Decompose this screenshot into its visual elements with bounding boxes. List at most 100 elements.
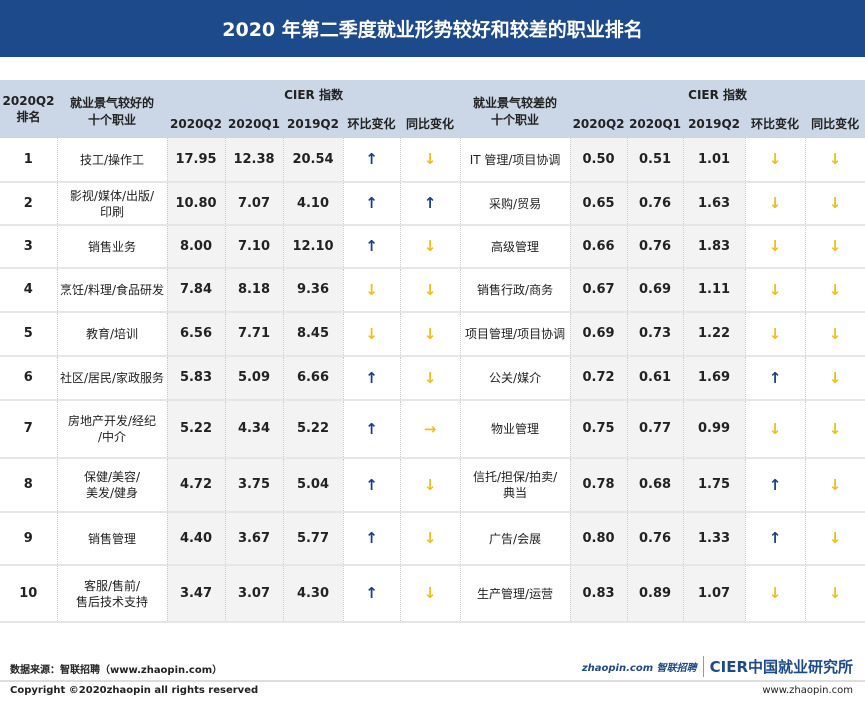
bad-jobs-header: 就业景气较差的 十个职业 xyxy=(460,80,571,138)
data-source: 数据来源：智联招聘（www.zhaopin.com） xyxy=(10,665,223,676)
arrow-up-icon: ↑ xyxy=(768,529,782,547)
bad-qoq: ↓ xyxy=(745,182,806,226)
good-qoq: ↑ xyxy=(343,356,401,401)
arrow-up-icon: ↑ xyxy=(365,237,378,255)
bad-index-value: 0.73 xyxy=(627,312,684,357)
good-index-value: 6.66 xyxy=(283,356,344,401)
good-job-name: 影视/媒体/出版/ 印刷 xyxy=(57,182,168,226)
good-job-name: 客服/售前/ 售后技术支持 xyxy=(57,565,168,623)
good-job-name: 社区/居民/家政服务 xyxy=(57,356,168,401)
cier-header-bad: CIER 指数 xyxy=(570,80,865,109)
good-qoq: ↑ xyxy=(343,458,401,513)
zhaopin-logo: zhaopin.com 智联招聘 xyxy=(581,663,697,674)
good-index-value: 8.18 xyxy=(225,268,284,313)
arrow-up-icon: ↑ xyxy=(365,529,378,547)
table-row: 10 客服/售前/ 售后技术支持 3.47 3.07 4.30 ↑ ↓ 生产管理/运营 0.83… xyxy=(0,565,865,623)
arrow-down-icon: ↓ xyxy=(768,584,782,602)
good-index-value: 12.10 xyxy=(283,225,344,269)
good-index-value: 8.00 xyxy=(167,225,226,269)
good-job-name: 教育/培训 xyxy=(57,312,168,357)
bad-yoy: ↓ xyxy=(805,458,865,513)
good-index-value: 5.83 xyxy=(167,356,226,401)
arrow-down-icon: ↓ xyxy=(768,237,782,255)
bad-qoq: ↑ xyxy=(745,356,806,401)
arrow-down-icon: ↓ xyxy=(423,584,437,602)
bad-yoy: ↓ xyxy=(805,225,865,269)
bad-job-name: 高级管理 xyxy=(460,225,571,269)
good-index-value: 3.07 xyxy=(225,565,284,623)
good-jobs-header: 就业景气较好的 十个职业 xyxy=(57,80,167,138)
good-job-name: 房地产开发/经纪 /中介 xyxy=(57,400,168,459)
good-qoq: ↑ xyxy=(343,138,401,183)
bad-yoy: ↓ xyxy=(805,400,865,459)
col-qoq: 环比变化 xyxy=(745,109,806,138)
good-index-value: 3.47 xyxy=(167,565,226,623)
bad-yoy: ↓ xyxy=(805,268,865,313)
good-index-value: 4.72 xyxy=(167,458,226,513)
bad-yoy: ↓ xyxy=(805,182,865,226)
bad-index-value: 0.67 xyxy=(570,268,628,313)
bad-index-value: 0.99 xyxy=(683,400,746,459)
cier-header-good: CIER 指数 xyxy=(167,80,461,109)
arrow-down-icon: ↓ xyxy=(828,324,842,343)
good-index-value: 4.40 xyxy=(167,512,226,566)
bad-qoq: ↓ xyxy=(745,268,806,313)
bad-index-value: 1.07 xyxy=(683,565,746,623)
rank-cell: 3 xyxy=(0,225,58,269)
bad-index-value: 0.61 xyxy=(627,356,684,401)
bad-index-value: 0.68 xyxy=(627,458,684,513)
arrow-up-icon: ↑ xyxy=(768,368,782,387)
arrow-down-icon: ↓ xyxy=(828,237,842,255)
bad-index-value: 1.83 xyxy=(683,225,746,269)
table-row: 8 保健/美容/ 美发/健身 4.72 3.75 5.04 ↑ ↓ 信托/担保/拍卖/ 典当 0… xyxy=(0,458,865,513)
good-index-value: 20.54 xyxy=(283,138,344,183)
good-index-value: 8.45 xyxy=(283,312,344,357)
good-yoy: ↓ xyxy=(400,512,461,566)
good-yoy: ↑ xyxy=(400,182,461,226)
bad-qoq: ↓ xyxy=(745,312,806,357)
good-yoy: ↓ xyxy=(400,312,461,357)
rank-cell: 2 xyxy=(0,182,58,226)
arrow-down-icon: ↓ xyxy=(828,475,842,494)
bad-index-value: 1.01 xyxy=(683,138,746,183)
col-qoq: 环比变化 xyxy=(343,109,400,138)
good-index-value: 4.30 xyxy=(283,565,344,623)
bad-index-value: 1.33 xyxy=(683,512,746,566)
arrow-down-icon: ↓ xyxy=(423,475,437,494)
arrow-down-icon: ↓ xyxy=(828,150,842,168)
good-job-name: 销售管理 xyxy=(57,512,168,566)
arrow-down-icon: ↓ xyxy=(768,150,782,168)
table-row: 9 销售管理 4.40 3.67 5.77 ↑ ↓ 广告/会展 0.80 0.76 1.33 ↑ ↓ xyxy=(0,512,865,566)
col-2020q1: 2020Q1 xyxy=(627,109,684,138)
bad-index-value: 0.76 xyxy=(627,512,684,566)
bad-index-value: 0.76 xyxy=(627,225,684,269)
arrow-down-icon: ↓ xyxy=(828,584,842,602)
table-row: 4 烹饪/料理/食品研发 7.84 8.18 9.36 ↓ ↓ 销售行政/商务 0.67 0.69… xyxy=(0,268,865,313)
good-index-value: 7.71 xyxy=(225,312,284,357)
arrow-up-icon: ↑ xyxy=(365,194,378,212)
good-index-value: 5.77 xyxy=(283,512,344,566)
bad-qoq: ↓ xyxy=(745,225,806,269)
bad-index-value: 0.77 xyxy=(627,400,684,459)
copyright: Copyright ©2020zhaopin all rights reserv… xyxy=(10,685,259,696)
bad-qoq: ↑ xyxy=(745,512,806,566)
bad-index-value: 0.75 xyxy=(570,400,628,459)
good-yoy: ↓ xyxy=(400,565,461,623)
good-index-value: 3.75 xyxy=(225,458,284,513)
bad-index-value: 0.72 xyxy=(570,356,628,401)
bad-index-value: 0.80 xyxy=(570,512,628,566)
bad-yoy: ↓ xyxy=(805,138,865,183)
rank-cell: 5 xyxy=(0,312,58,357)
good-index-value: 5.09 xyxy=(225,356,284,401)
rank-cell: 1 xyxy=(0,138,58,183)
arrow-down-icon: ↓ xyxy=(423,237,437,255)
good-index-value: 17.95 xyxy=(167,138,226,183)
rank-cell: 7 xyxy=(0,400,58,459)
ranking-table: 2020Q2 排名 就业景气较好的 十个职业 CIER 指数 就业景气较差的 十… xyxy=(0,80,865,623)
good-index-value: 10.80 xyxy=(167,182,226,226)
bad-job-name: IT 管理/项目协调 xyxy=(460,138,571,183)
arrow-right-icon: → xyxy=(423,419,437,438)
good-yoy: ↓ xyxy=(400,225,461,269)
bad-job-name: 生产管理/运营 xyxy=(460,565,571,623)
website-link[interactable]: www.zhaopin.com xyxy=(762,685,853,696)
